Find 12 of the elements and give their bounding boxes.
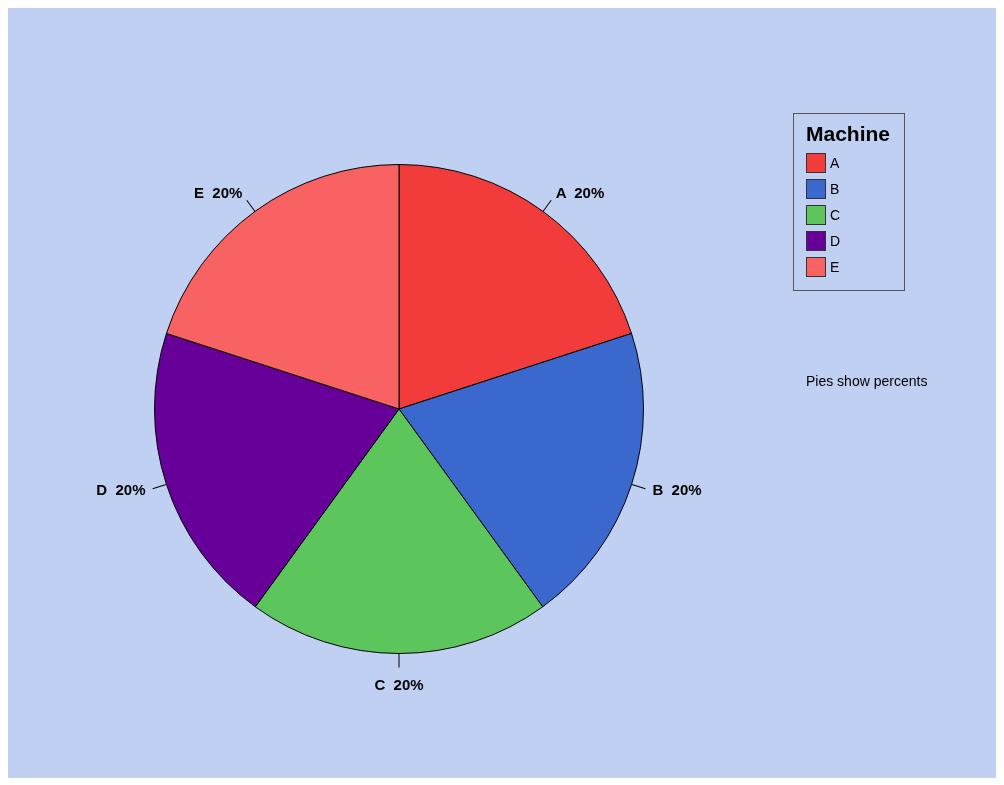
legend-label: A <box>830 155 840 171</box>
legend-label: B <box>830 181 840 197</box>
text: Pies show percents <box>806 373 928 389</box>
category-label: A 20% <box>555 183 605 201</box>
legend-label: C <box>830 207 841 223</box>
category-label: B 20% <box>652 481 702 499</box>
category-label: D 20% <box>96 481 146 499</box>
category-label: E 20% <box>193 183 243 201</box>
legend-label: E <box>830 259 840 275</box>
legend-label: D <box>830 233 841 249</box>
category-label: C 20% <box>374 675 424 693</box>
legend-title: Machine <box>806 122 891 146</box>
